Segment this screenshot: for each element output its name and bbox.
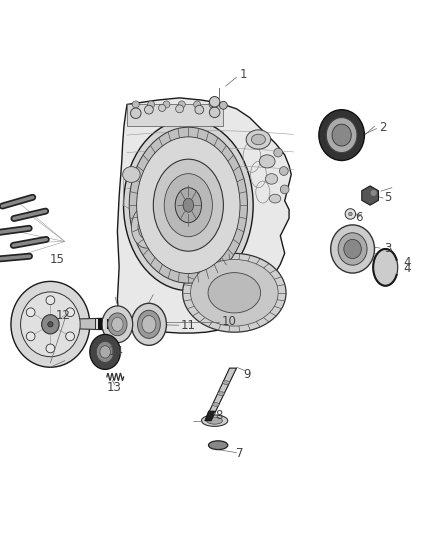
Polygon shape — [205, 411, 215, 421]
Ellipse shape — [208, 411, 215, 415]
Ellipse shape — [11, 281, 90, 367]
Ellipse shape — [208, 441, 228, 449]
Ellipse shape — [212, 403, 219, 406]
Polygon shape — [72, 317, 140, 331]
Text: 4: 4 — [403, 262, 411, 274]
Ellipse shape — [269, 194, 281, 203]
Polygon shape — [103, 319, 105, 329]
Ellipse shape — [131, 303, 166, 345]
Circle shape — [176, 105, 184, 113]
Text: 11: 11 — [181, 319, 196, 332]
Circle shape — [46, 344, 55, 353]
Ellipse shape — [175, 188, 201, 223]
Circle shape — [148, 101, 155, 108]
Circle shape — [274, 148, 283, 157]
Polygon shape — [107, 319, 109, 329]
Ellipse shape — [138, 310, 160, 338]
Ellipse shape — [153, 159, 223, 251]
Text: 15: 15 — [49, 253, 64, 266]
Ellipse shape — [217, 392, 224, 395]
Text: 2: 2 — [379, 120, 387, 134]
Ellipse shape — [138, 215, 155, 239]
Ellipse shape — [332, 124, 351, 146]
Ellipse shape — [191, 260, 278, 326]
Text: 12: 12 — [56, 309, 71, 322]
Circle shape — [209, 107, 220, 118]
Ellipse shape — [102, 306, 133, 343]
Ellipse shape — [338, 233, 367, 265]
Circle shape — [46, 296, 55, 304]
Ellipse shape — [319, 110, 364, 160]
Circle shape — [26, 332, 35, 341]
Ellipse shape — [123, 167, 140, 182]
Text: 8: 8 — [215, 409, 223, 422]
Circle shape — [209, 101, 216, 108]
Circle shape — [48, 322, 53, 327]
Ellipse shape — [124, 120, 253, 290]
Text: 6: 6 — [355, 211, 363, 223]
Ellipse shape — [265, 174, 278, 184]
Polygon shape — [362, 186, 378, 205]
Circle shape — [349, 212, 352, 216]
Ellipse shape — [90, 334, 120, 369]
Circle shape — [66, 332, 74, 341]
Ellipse shape — [223, 381, 230, 384]
Circle shape — [194, 101, 201, 108]
Circle shape — [131, 108, 141, 118]
Circle shape — [279, 167, 288, 175]
Ellipse shape — [131, 206, 162, 248]
Text: 13: 13 — [106, 381, 121, 394]
Ellipse shape — [108, 313, 127, 336]
Ellipse shape — [331, 225, 374, 273]
Ellipse shape — [344, 239, 361, 259]
Circle shape — [219, 101, 227, 109]
Ellipse shape — [137, 137, 240, 273]
Text: 7: 7 — [236, 448, 244, 461]
Circle shape — [371, 190, 377, 196]
Circle shape — [209, 96, 220, 107]
Text: 1: 1 — [239, 68, 247, 81]
Ellipse shape — [208, 273, 261, 313]
Circle shape — [195, 106, 204, 114]
Ellipse shape — [373, 249, 398, 286]
Circle shape — [145, 106, 153, 114]
Ellipse shape — [100, 346, 110, 358]
Ellipse shape — [142, 316, 156, 333]
Circle shape — [178, 101, 185, 108]
Circle shape — [26, 308, 35, 317]
Ellipse shape — [207, 417, 223, 424]
Polygon shape — [96, 319, 98, 329]
Circle shape — [159, 104, 166, 111]
Circle shape — [163, 101, 170, 108]
Polygon shape — [117, 98, 291, 333]
Ellipse shape — [42, 314, 59, 334]
Ellipse shape — [183, 198, 194, 212]
Ellipse shape — [201, 415, 228, 426]
Circle shape — [345, 209, 356, 219]
Ellipse shape — [129, 127, 247, 283]
Text: 10: 10 — [222, 315, 237, 328]
Polygon shape — [95, 317, 110, 331]
Circle shape — [280, 185, 289, 194]
Ellipse shape — [164, 174, 212, 237]
Polygon shape — [127, 104, 223, 126]
Ellipse shape — [326, 118, 357, 152]
Circle shape — [66, 308, 74, 317]
Text: 9: 9 — [243, 368, 251, 381]
Ellipse shape — [21, 292, 80, 357]
Ellipse shape — [259, 155, 275, 168]
Ellipse shape — [96, 342, 114, 362]
Circle shape — [132, 101, 139, 108]
Polygon shape — [100, 319, 102, 329]
Ellipse shape — [246, 130, 271, 149]
Ellipse shape — [251, 134, 265, 145]
Text: 4: 4 — [403, 256, 411, 269]
Text: 14: 14 — [109, 345, 124, 358]
Ellipse shape — [183, 253, 286, 332]
Text: 5: 5 — [384, 191, 391, 204]
Text: 3: 3 — [384, 243, 391, 255]
Ellipse shape — [112, 317, 123, 332]
Polygon shape — [205, 368, 237, 421]
